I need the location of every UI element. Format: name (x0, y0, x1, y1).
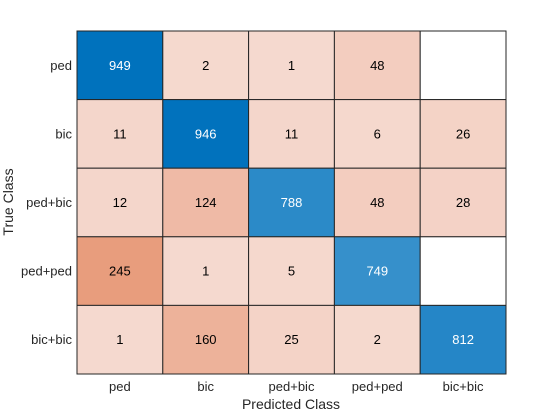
y-tick-label: ped+bic (26, 195, 72, 210)
cell-value: 26 (456, 126, 470, 141)
cell-value: 12 (113, 195, 127, 210)
matrix-cell-bic+bic-bic+bic (419, 304, 507, 375)
matrix-cell-bic+bic-ped+ped (333, 304, 421, 375)
y-tick-label: ped+ped (21, 264, 72, 279)
matrix-cell-ped-bic+bic (419, 30, 507, 101)
matrix-cell-ped+ped-bic (162, 236, 250, 306)
matrix-cell-ped+ped-ped+ped (333, 236, 421, 306)
matrix-cell-bic-ped+ped (333, 99, 421, 169)
cell-value: 11 (285, 126, 299, 141)
cell-value: 2 (202, 58, 209, 73)
matrix-cell-ped+bic-ped (76, 167, 164, 238)
cell-value: 245 (109, 264, 131, 279)
matrix-cell-ped-ped+ped (333, 30, 421, 101)
cell-value: 812 (452, 332, 474, 347)
x-tick-label: bic (197, 379, 214, 394)
cell-value: 1 (202, 264, 209, 279)
matrix-cell-ped+bic-ped+ped (333, 167, 421, 238)
matrix-cell-bic-ped (76, 99, 164, 169)
cell-value: 48 (370, 58, 384, 73)
matrix-cell-bic+bic-ped+bic (248, 304, 335, 375)
x-axis-label: Predicted Class (242, 396, 340, 412)
x-tick-labels: ped bic ped+bic ped+ped bic+bic (109, 379, 484, 394)
y-tick-label: ped (50, 58, 72, 73)
matrix-cell-ped-ped (76, 30, 164, 101)
y-axis-label: True Class (0, 168, 16, 235)
cell-value: 1 (288, 58, 295, 73)
cell-value: 6 (374, 126, 381, 141)
cell-value: 48 (370, 195, 384, 210)
y-tick-label: bic+bic (31, 332, 72, 347)
cell-value: 160 (195, 332, 217, 347)
cell-value: 2 (374, 332, 381, 347)
cell-value: 788 (281, 195, 303, 210)
cell-value: 949 (109, 58, 131, 73)
matrix-cell-bic+bic-ped (76, 304, 164, 375)
cell-value: 749 (366, 264, 388, 279)
cell-value: 946 (195, 126, 217, 141)
matrix-cell-bic+bic-bic (162, 304, 250, 375)
cell-value: 11 (113, 126, 127, 141)
x-tick-label: ped (109, 379, 131, 394)
y-tick-labels: ped bic ped+bic ped+ped bic+bic (21, 58, 72, 347)
cell-value: 28 (456, 195, 470, 210)
matrix-cell-ped+ped-bic+bic (419, 236, 507, 306)
cell-value: 124 (195, 195, 217, 210)
cell-value: 25 (284, 332, 298, 347)
x-tick-label: ped+ped (352, 379, 403, 394)
matrix-cell-ped-ped+bic (248, 30, 335, 101)
matrix-cell-ped+bic-bic+bic (419, 167, 507, 238)
x-tick-label: bic+bic (443, 379, 484, 394)
matrix-cell-ped+bic-ped+bic (248, 167, 335, 238)
y-tick-label: bic (55, 126, 72, 141)
matrix-cell-ped+ped-ped+bic (248, 236, 335, 306)
cell-value: 1 (116, 332, 123, 347)
matrix-cell-ped-bic (162, 30, 250, 101)
matrix-cell-bic-bic (162, 99, 250, 169)
x-tick-label: ped+bic (269, 379, 315, 394)
matrix-cells: 949 2 1 48 11 946 11 6 26 12 124 788 48 28 245 1 5 749 1 16… (76, 30, 507, 375)
cell-value: 5 (288, 264, 295, 279)
